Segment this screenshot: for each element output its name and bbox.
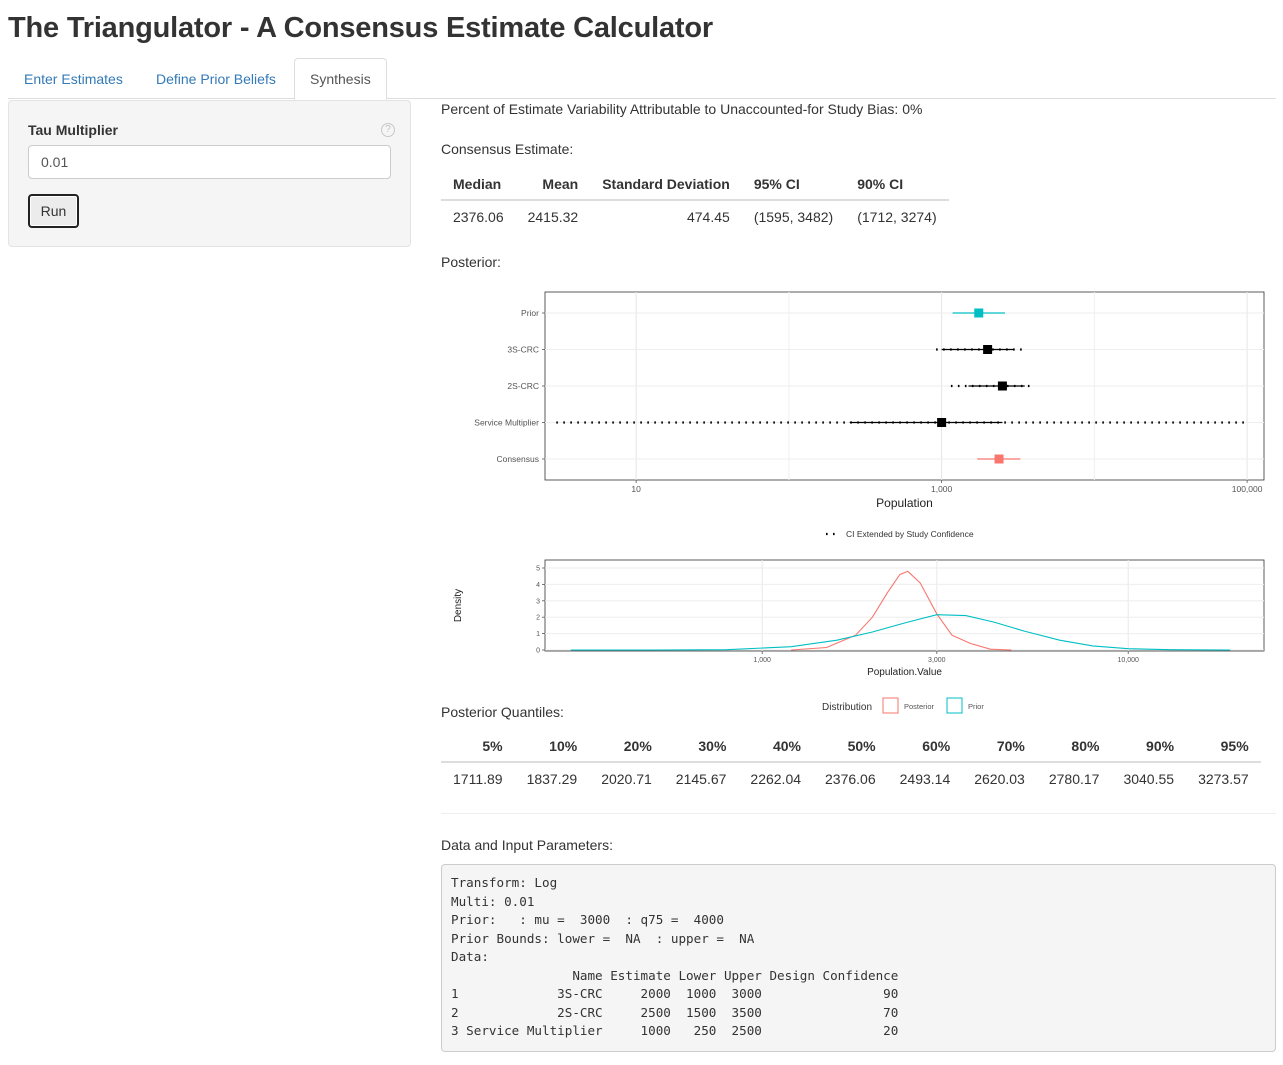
consensus-header: Median bbox=[441, 168, 516, 201]
prior-density-line bbox=[570, 614, 1231, 651]
legend-label: CI Extended by Study Confidence bbox=[846, 529, 974, 539]
quantile-cell: 3273.57 bbox=[1186, 761, 1261, 794]
consensus-header: Mean bbox=[515, 168, 591, 201]
quantile-cell: 3040.55 bbox=[1111, 761, 1187, 794]
run-button[interactable]: Run bbox=[28, 194, 79, 228]
quantile-header: 30% bbox=[663, 730, 739, 763]
consensus-cell: 2376.06 bbox=[441, 199, 516, 232]
x-tick-label: 1,000 bbox=[931, 484, 953, 494]
question-circle-icon[interactable]: ? bbox=[381, 123, 395, 137]
quantile-cell: 2020.71 bbox=[589, 761, 664, 794]
quantile-cell: 2620.03 bbox=[962, 761, 1037, 794]
row-label: Prior bbox=[521, 308, 539, 318]
point-estimate bbox=[983, 345, 993, 354]
y-tick-label: 5 bbox=[536, 566, 540, 573]
consensus-header: Standard Deviation bbox=[590, 168, 742, 201]
quantile-header: 80% bbox=[1036, 730, 1112, 763]
posterior-density-line bbox=[791, 570, 1012, 651]
consensus-cell: 474.45 bbox=[590, 199, 742, 232]
quantile-header: 90% bbox=[1111, 730, 1187, 763]
y-tick-label: 3 bbox=[536, 598, 540, 605]
forest-plot: Prior 3S-CRC 2S-CRC Service Multiplier Conse… bbox=[474, 291, 1265, 539]
quantile-cell: 2262.04 bbox=[738, 761, 814, 794]
quantiles-heading: Posterior Quantiles: bbox=[441, 704, 564, 720]
bias-text: Percent of Estimate Variability Attribut… bbox=[441, 101, 923, 117]
consensus-cell: (1595, 3482) bbox=[741, 199, 846, 232]
quantile-header: 70% bbox=[962, 730, 1037, 763]
quantile-cell: 2376.06 bbox=[813, 761, 888, 794]
legend-key bbox=[882, 697, 899, 714]
y-tick-label: 2 bbox=[536, 615, 540, 622]
posterior-heading: Posterior: bbox=[441, 254, 501, 270]
params-heading: Data and Input Parameters: bbox=[441, 837, 613, 853]
consensus-heading: Consensus Estimate: bbox=[441, 141, 574, 157]
legend-label: Prior bbox=[968, 702, 984, 711]
consensus-cell: 2415.32 bbox=[515, 199, 591, 232]
row-label: Service Multiplier bbox=[474, 418, 539, 428]
sidebar-panel: Tau Multiplier ? Run bbox=[8, 100, 411, 247]
plot-panel bbox=[544, 559, 1265, 652]
tau-multiplier-input[interactable] bbox=[28, 145, 391, 179]
row-label: 3S-CRC bbox=[507, 345, 539, 355]
quantile-header: 10% bbox=[514, 730, 590, 763]
tab-bar: Enter Estimates Define Prior Beliefs Syn… bbox=[8, 58, 1276, 100]
x-tick-label: 100,000 bbox=[1232, 484, 1263, 494]
y-tick-label: 0 bbox=[536, 648, 540, 655]
point-estimate bbox=[937, 418, 947, 427]
quantile-header: 50% bbox=[813, 730, 888, 763]
legend-key bbox=[946, 697, 963, 714]
legend-title: Distribution bbox=[822, 702, 872, 713]
tab-enter-estimates[interactable]: Enter Estimates bbox=[24, 71, 123, 87]
quantile-cell: 2493.14 bbox=[887, 761, 963, 794]
consensus-header: 90% CI bbox=[845, 168, 949, 201]
legend-label: Posterior bbox=[904, 702, 935, 711]
point-estimate bbox=[997, 381, 1007, 391]
y-axis-title: Density bbox=[453, 589, 464, 622]
x-tick-label: 10 bbox=[631, 484, 641, 494]
quantile-cell: 1711.89 bbox=[441, 761, 515, 794]
table-row: 1711.89 1837.29 2020.71 2145.67 2262.04 2376.… bbox=[441, 761, 1261, 794]
divider bbox=[441, 813, 1276, 814]
quantile-cell: 2145.67 bbox=[663, 761, 739, 794]
point-estimate bbox=[974, 308, 984, 318]
quantile-cell: 1837.29 bbox=[514, 761, 590, 794]
page-title: The Triangulator - A Consensus Estimate … bbox=[8, 12, 713, 44]
params-output: Transform: Log Multi: 0.01 Prior: : mu =… bbox=[441, 864, 1276, 1052]
row-label: Consensus bbox=[496, 454, 539, 464]
tab-synthesis[interactable]: Synthesis bbox=[294, 58, 387, 100]
point-estimate bbox=[994, 454, 1004, 464]
quantile-header: 60% bbox=[887, 730, 963, 763]
density-plot: 0 1 2 3 4 5 1,000 3,000 10,000 Population.Value De… bbox=[453, 559, 1265, 714]
x-tick-label: 3,000 bbox=[928, 657, 946, 664]
quantile-header: 95% bbox=[1186, 730, 1261, 763]
consensus-header: 95% CI bbox=[741, 168, 846, 201]
table-row: 2376.06 2415.32 474.45 (1595, 3482) (171… bbox=[441, 199, 949, 232]
tau-multiplier-label: Tau Multiplier bbox=[28, 122, 118, 138]
x-axis-title: Population.Value bbox=[867, 667, 942, 678]
x-tick-label: 1,000 bbox=[753, 657, 771, 664]
quantile-cell: 2780.17 bbox=[1036, 761, 1112, 794]
row-label: 2S-CRC bbox=[507, 381, 539, 391]
quantile-header: 40% bbox=[738, 730, 814, 763]
quantile-header: 20% bbox=[589, 730, 664, 763]
consensus-table: Median Mean Standard Deviation 95% CI 90… bbox=[441, 168, 949, 232]
x-tick-label: 10,000 bbox=[1117, 657, 1139, 664]
tab-define-prior-beliefs[interactable]: Define Prior Beliefs bbox=[156, 71, 276, 87]
y-tick-label: 4 bbox=[536, 582, 540, 589]
y-tick-label: 1 bbox=[536, 631, 540, 638]
quantiles-table: 5% 10% 20% 30% 40% 50% 60% 70% 80% 90% 95% 1711.89… bbox=[441, 730, 1261, 794]
x-axis-title: Population bbox=[876, 496, 933, 510]
consensus-cell: (1712, 3274) bbox=[845, 199, 949, 232]
quantile-header: 5% bbox=[441, 730, 515, 763]
